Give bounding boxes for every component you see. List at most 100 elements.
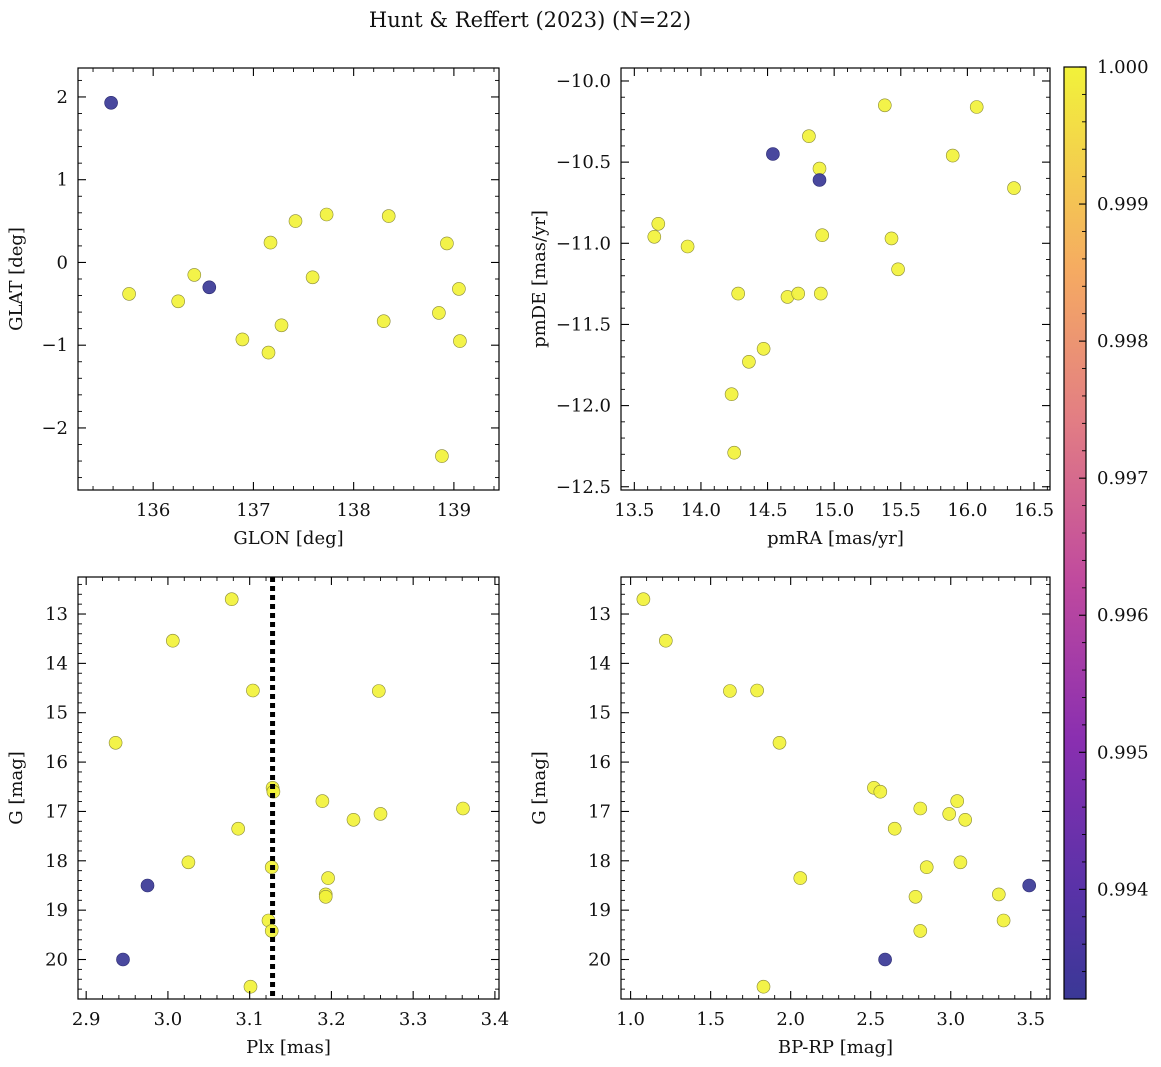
panel-plx-g: 2.9 3.0 3.1 3.2 3.3 3.4 13 14 15 16 17 18 19 20 Plx [m… [6, 576, 509, 1058]
data-point [680, 239, 695, 254]
data-point [224, 592, 239, 607]
y-tick-label: 16 [588, 752, 611, 773]
data-point [724, 387, 739, 402]
data-point [263, 235, 278, 250]
x-tick-label: 3.3 [399, 1009, 428, 1030]
colorbar-tick-label: 0.999 [1097, 194, 1149, 215]
x-tick-label: 15.0 [814, 500, 854, 521]
data-point [166, 633, 180, 648]
y-tick-label: −10.0 [556, 71, 611, 92]
y-tick-label: 19 [588, 900, 611, 921]
y-tick-label: 18 [45, 851, 68, 872]
data-point [1007, 181, 1021, 195]
data-point [812, 161, 827, 176]
data-point [235, 332, 250, 347]
data-point [756, 341, 771, 356]
data-point [891, 262, 905, 277]
data-point [187, 268, 202, 282]
x-tick-label: 3.0 [154, 1009, 183, 1030]
x-tick-label: 136 [136, 500, 170, 521]
colorbar: 0.994 0.995 0.996 0.997 0.998 0.999 1.000 [1063, 57, 1149, 1000]
data-point [742, 354, 756, 369]
panel-pmra-pmde: 13.5 14.0 14.5 15.0 15.5 16.0 16.5 −12.5 −12.0 −1… [529, 67, 1054, 549]
ticks-plx-g: 2.9 3.0 3.1 3.2 3.3 3.4 13 14 15 16 17 18 19 20 [45, 577, 509, 1030]
x-axis-label: Plx [mas] [246, 1037, 331, 1058]
data-point [456, 801, 470, 816]
y-axis-label: G [mag] [529, 751, 550, 824]
x-tick-label: 15.5 [881, 500, 921, 521]
points-plx-g [108, 592, 470, 994]
data-point [887, 821, 902, 836]
figure-title: Hunt & Reffert (2023) (N=22) [369, 8, 691, 32]
data-point [723, 684, 737, 698]
x-tick-label: 3.5 [1016, 1009, 1045, 1030]
colorbar-tick-label: 0.994 [1097, 879, 1149, 900]
data-point [802, 129, 816, 143]
y-tick-label: 13 [45, 604, 68, 625]
data-point [108, 735, 123, 750]
data-point [647, 230, 662, 244]
y-tick-label: 15 [588, 703, 611, 724]
data-point [452, 282, 466, 296]
points-pmra-pmde [647, 98, 1021, 460]
x-tick-label: 16.0 [947, 500, 987, 521]
data-point [319, 207, 334, 222]
data-point [766, 147, 780, 161]
y-tick-label: 18 [588, 851, 611, 872]
x-axis-label: pmRA [mas/yr] [767, 528, 904, 549]
axes-frame [620, 67, 1051, 491]
data-point [969, 100, 984, 114]
x-tick-label: 1.0 [616, 1009, 645, 1030]
data-point [945, 148, 960, 163]
colorbar-tick-label: 0.995 [1097, 742, 1149, 763]
data-point [435, 449, 449, 463]
y-tick-label: 1 [57, 170, 68, 191]
data-point [953, 855, 968, 870]
data-point [453, 334, 467, 348]
x-tick-label: 1.5 [696, 1009, 725, 1030]
data-point [884, 231, 899, 246]
data-point [243, 979, 258, 994]
y-tick-label: 17 [45, 801, 68, 822]
x-tick-label: 14.0 [681, 500, 721, 521]
y-tick-label: 14 [588, 653, 611, 674]
data-point [381, 209, 396, 223]
x-tick-label: 2.0 [776, 1009, 805, 1030]
data-point [913, 801, 928, 816]
data-point [756, 979, 771, 994]
y-axis-label: GLAT [deg] [6, 227, 27, 331]
data-point [261, 345, 276, 360]
y-tick-label: 13 [588, 604, 611, 625]
ticks-pmra-pmde: 13.5 14.0 14.5 15.0 15.5 16.0 16.5 −12.5 −12.0 −1… [556, 68, 1054, 521]
data-point [727, 445, 742, 460]
data-point [440, 236, 454, 251]
colorbar-tick-label: 0.998 [1097, 331, 1149, 352]
data-point [246, 683, 260, 698]
x-tick-label: 3.1 [235, 1009, 264, 1030]
x-axis-label: GLON [deg] [233, 528, 343, 549]
y-tick-label: −11.0 [556, 233, 611, 254]
data-point [942, 807, 957, 821]
x-tick-label: 2.9 [72, 1009, 101, 1030]
data-point [140, 878, 155, 893]
data-point [373, 807, 388, 821]
y-tick-label: −12.5 [556, 477, 611, 498]
data-point [371, 684, 386, 698]
data-point [104, 96, 118, 110]
y-tick-label: −10.5 [556, 152, 611, 173]
x-axis-label: BP-RP [mag] [778, 1037, 893, 1058]
y-axis-label: pmDE [mas/yr] [529, 210, 550, 348]
data-point [815, 228, 830, 242]
colorbar-tick-label: 0.996 [1097, 605, 1149, 626]
colorbar-gradient [1064, 67, 1086, 999]
data-point [878, 952, 892, 967]
y-tick-label: 14 [45, 653, 68, 674]
data-point [315, 794, 330, 808]
x-tick-label: 13.5 [614, 500, 654, 521]
data-point [202, 280, 217, 295]
colorbar-tick-label: 0.997 [1097, 468, 1149, 489]
data-point [913, 924, 928, 938]
y-tick-label: 20 [45, 950, 68, 971]
data-point [813, 286, 828, 301]
